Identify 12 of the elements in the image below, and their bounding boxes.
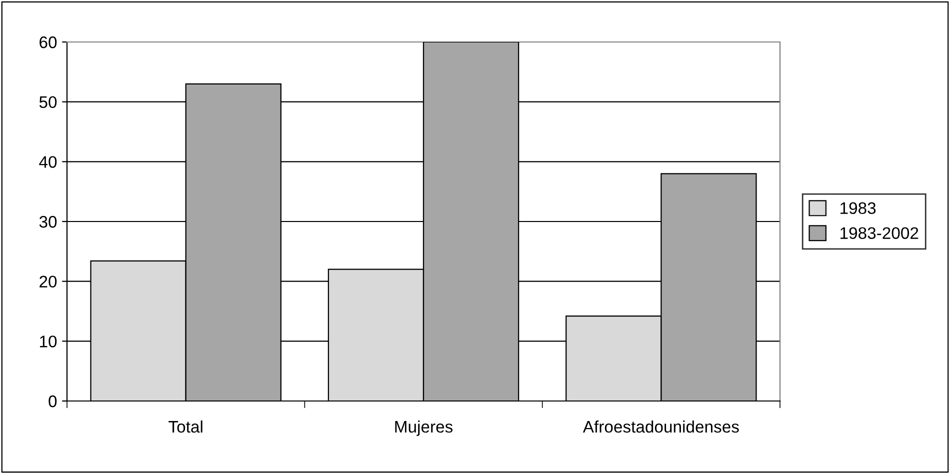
x-tick-label: Total — [168, 420, 202, 433]
y-tick-label: 0 — [48, 395, 57, 408]
legend-label: 1983-2002 — [840, 227, 918, 239]
legend-label: 1983 — [840, 202, 876, 214]
y-tick-label: 30 — [39, 216, 57, 228]
y-tick-label: 50 — [39, 96, 57, 108]
y-tick-label: 10 — [40, 336, 57, 348]
y-tick-label: 60 — [40, 36, 57, 48]
x-tick-label: Afroestadounidenses — [582, 420, 739, 433]
x-tick-label: Mujeres — [395, 420, 453, 436]
y-tick-label: 40 — [39, 156, 57, 168]
y-tick-label: 20 — [40, 276, 57, 288]
